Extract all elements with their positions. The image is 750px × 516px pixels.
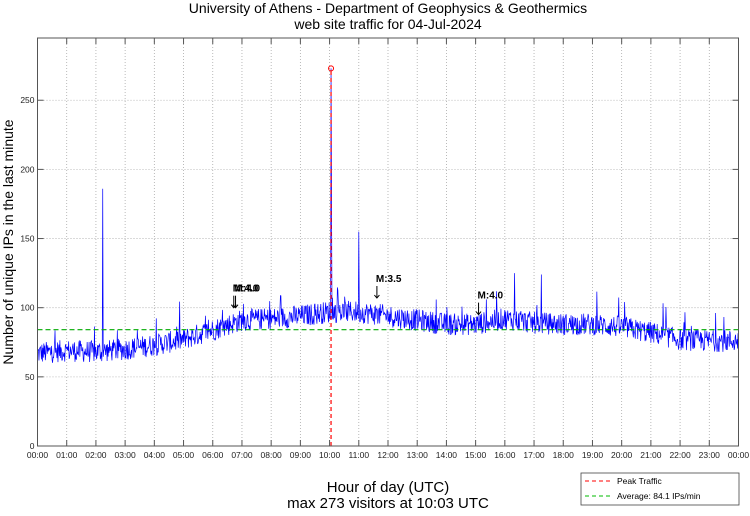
- x-tick-label: 07:00: [231, 450, 253, 460]
- legend: Peak Traffic Average: 84.1 IPs/min: [580, 472, 740, 506]
- x-tick-label: 11:00: [348, 450, 369, 460]
- y-tick-label: 0: [30, 441, 35, 451]
- x-tick-label: 22:00: [669, 450, 691, 460]
- x-tick-label: 18:00: [553, 450, 575, 460]
- x-tick-label: 08:00: [261, 450, 283, 460]
- y-tick-label: 250: [20, 95, 34, 105]
- x-axis-label: Hour of day (UTC): [327, 479, 450, 496]
- traffic-series-line: [37, 68, 739, 363]
- x-tick-label: 06:00: [202, 450, 224, 460]
- annotation-arrowhead: [475, 311, 482, 316]
- annotation-label: M:4.0: [235, 284, 261, 295]
- annotation-label: M:3.5: [376, 274, 402, 285]
- chart-title: University of Athens - Department of Geo…: [189, 0, 587, 16]
- axis-ticks: 00:00 01:00 02:00 03:00 04:00 05:00 06:00 07:00…: [20, 38, 749, 460]
- x-tick-label: 02:00: [85, 450, 107, 460]
- annotation-arrowhead: [232, 304, 239, 309]
- x-tick-label: 14:00: [436, 450, 458, 460]
- x-tick-label: 21:00: [640, 450, 662, 460]
- x-tick-label: 17:00: [523, 450, 545, 460]
- x-tick-label: 03:00: [114, 450, 136, 460]
- legend-peak-label: Peak Traffic: [617, 476, 662, 486]
- y-tick-label: 50: [25, 372, 35, 382]
- grid: [37, 38, 739, 446]
- x-tick-label: 15:00: [465, 450, 487, 460]
- x-tick-label: 23:00: [699, 450, 721, 460]
- x-tick-label: 16:00: [494, 450, 516, 460]
- legend-average-label: Average: 84.1 IPs/min: [617, 491, 701, 501]
- plot-area: M:4.0M:4.0M:3.5M:4.0: [37, 65, 739, 446]
- chart-subtitle: web site traffic for 04-Jul-2024: [293, 16, 481, 32]
- y-tick-label: 100: [20, 303, 34, 313]
- x-tick-label: 09:00: [290, 450, 312, 460]
- annotation-arrowhead: [374, 294, 380, 299]
- x-tick-label: 00:00: [728, 450, 750, 460]
- annotation-label: M:4.0: [478, 291, 504, 302]
- y-axis-label: Number of unique IPs in the last minute: [0, 119, 16, 364]
- x-tick-label: 20:00: [611, 450, 633, 460]
- x-tick-label: 19:00: [582, 450, 604, 460]
- y-tick-label: 150: [20, 234, 34, 244]
- annotation-label: M:4.0: [233, 284, 259, 295]
- x-tick-label: 12:00: [377, 450, 399, 460]
- legend-box: [580, 472, 740, 506]
- x-tick-label: 13:00: [407, 450, 429, 460]
- x-tick-label: 01:00: [56, 450, 78, 460]
- x-tick-label: 10:00: [319, 450, 341, 460]
- peak-marker: [328, 65, 335, 72]
- chart-caption: max 273 visitors at 10:03 UTC: [287, 495, 489, 511]
- x-tick-label: 05:00: [173, 450, 195, 460]
- y-tick-label: 200: [20, 164, 34, 174]
- x-tick-label: 00:00: [27, 450, 49, 460]
- plot-frame: [37, 37, 739, 447]
- x-tick-label: 04:00: [144, 450, 166, 460]
